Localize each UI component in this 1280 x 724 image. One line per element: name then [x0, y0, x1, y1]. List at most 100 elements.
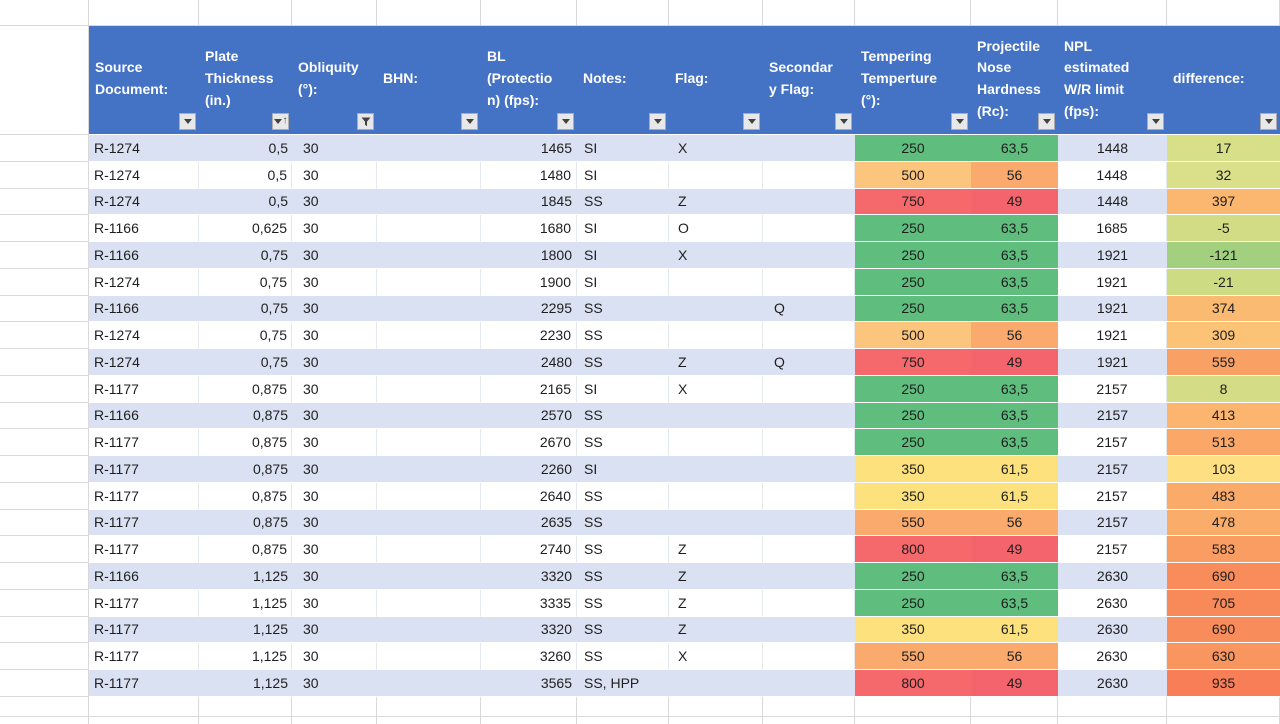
cell-secondary[interactable] [763, 375, 855, 403]
cell-notes[interactable]: SS [577, 188, 669, 216]
cell-tempering[interactable]: 250 [855, 242, 971, 269]
cell-source[interactable]: R-1274 [89, 135, 199, 162]
cell-difference[interactable]: 32 [1167, 161, 1280, 189]
cell-flag[interactable]: Z [669, 536, 763, 563]
column-header-thickness[interactable]: Plate Thickness (in.) ↑ [199, 26, 292, 135]
cell-hardness[interactable]: 63,5 [971, 589, 1058, 617]
cell-npl[interactable]: 2157 [1058, 402, 1167, 430]
cell-tempering[interactable]: 250 [855, 375, 971, 403]
cell-obliquity[interactable]: 30 [292, 509, 377, 537]
cell-hardness[interactable]: 63,5 [971, 429, 1058, 456]
cell-npl[interactable]: 1921 [1058, 268, 1167, 296]
cell-flag[interactable]: Z [669, 188, 763, 216]
cell-secondary[interactable] [763, 616, 855, 644]
cell-hardness[interactable]: 61,5 [971, 456, 1058, 483]
cell-notes[interactable]: SS [577, 616, 669, 644]
cell-difference[interactable]: 583 [1167, 536, 1280, 563]
filter-dropdown-button-notes[interactable] [649, 113, 666, 130]
cell-bhn[interactable] [377, 563, 481, 590]
cell-hardness[interactable]: 63,5 [971, 242, 1058, 269]
cell-notes[interactable]: SS [577, 509, 669, 537]
cell-secondary[interactable] [763, 509, 855, 537]
cell-bl[interactable]: 1900 [481, 268, 577, 296]
cell-tempering[interactable]: 250 [855, 268, 971, 296]
cell-obliquity[interactable]: 30 [292, 375, 377, 403]
cell-tempering[interactable]: 350 [855, 616, 971, 644]
cell-bl[interactable]: 3320 [481, 563, 577, 590]
cell-flag[interactable]: Z [669, 349, 763, 376]
cell-tempering[interactable]: 250 [855, 215, 971, 242]
cell-difference[interactable]: 413 [1167, 402, 1280, 430]
cell-obliquity[interactable]: 30 [292, 402, 377, 430]
cell-notes[interactable]: SI [577, 215, 669, 242]
cell-hardness[interactable]: 56 [971, 509, 1058, 537]
cell-hardness[interactable]: 63,5 [971, 402, 1058, 430]
cell-source[interactable]: R-1166 [89, 402, 199, 430]
cell-source[interactable]: R-1166 [89, 242, 199, 269]
cell-secondary[interactable] [763, 268, 855, 296]
cell-obliquity[interactable]: 30 [292, 643, 377, 670]
cell-secondary[interactable] [763, 643, 855, 670]
cell-obliquity[interactable]: 30 [292, 429, 377, 456]
cell-hardness[interactable]: 63,5 [971, 295, 1058, 323]
cell-bhn[interactable] [377, 482, 481, 510]
cell-thickness[interactable]: 1,125 [199, 643, 292, 670]
cell-thickness[interactable]: 1,125 [199, 589, 292, 617]
cell-source[interactable]: R-1166 [89, 295, 199, 323]
cell-secondary[interactable] [763, 429, 855, 456]
cell-notes[interactable]: SS [577, 429, 669, 456]
cell-npl[interactable]: 2157 [1058, 509, 1167, 537]
cell-obliquity[interactable]: 30 [292, 563, 377, 590]
cell-tempering[interactable]: 550 [855, 643, 971, 670]
cell-hardness[interactable]: 56 [971, 643, 1058, 670]
cell-thickness[interactable]: 0,875 [199, 536, 292, 563]
cell-thickness[interactable]: 0,75 [199, 349, 292, 376]
cell-bl[interactable]: 2260 [481, 456, 577, 483]
cell-bl[interactable]: 2480 [481, 349, 577, 376]
cell-thickness[interactable]: 0,875 [199, 482, 292, 510]
cell-difference[interactable]: 559 [1167, 349, 1280, 376]
cell-npl[interactable]: 2157 [1058, 482, 1167, 510]
cell-secondary[interactable] [763, 135, 855, 162]
cell-obliquity[interactable]: 30 [292, 589, 377, 617]
cell-hardness[interactable]: 63,5 [971, 375, 1058, 403]
cell-obliquity[interactable]: 30 [292, 268, 377, 296]
cell-source[interactable]: R-1274 [89, 188, 199, 216]
cell-bhn[interactable] [377, 589, 481, 617]
cell-flag[interactable] [669, 322, 763, 349]
cell-difference[interactable]: -5 [1167, 215, 1280, 242]
cell-source[interactable]: R-1177 [89, 643, 199, 670]
cell-npl[interactable]: 1448 [1058, 161, 1167, 189]
cell-difference[interactable]: 513 [1167, 429, 1280, 456]
cell-bhn[interactable] [377, 188, 481, 216]
cell-difference[interactable]: 374 [1167, 295, 1280, 323]
cell-bhn[interactable] [377, 670, 481, 697]
cell-hardness[interactable]: 63,5 [971, 268, 1058, 296]
cell-bl[interactable]: 2295 [481, 295, 577, 323]
cell-thickness[interactable]: 0,75 [199, 242, 292, 269]
cell-secondary[interactable] [763, 482, 855, 510]
cell-secondary[interactable] [763, 536, 855, 563]
filter-dropdown-button-npl[interactable] [1147, 113, 1164, 130]
cell-thickness[interactable]: 1,125 [199, 616, 292, 644]
cell-bhn[interactable] [377, 402, 481, 430]
cell-difference[interactable]: 397 [1167, 188, 1280, 216]
cell-bhn[interactable] [377, 456, 481, 483]
cell-hardness[interactable]: 56 [971, 161, 1058, 189]
cell-bhn[interactable] [377, 215, 481, 242]
filter-dropdown-button-source[interactable] [179, 113, 196, 130]
cell-flag[interactable] [669, 295, 763, 323]
cell-flag[interactable] [669, 429, 763, 456]
cell-bhn[interactable] [377, 536, 481, 563]
column-header-npl[interactable]: NPL estimated W/R limit (fps): [1058, 26, 1167, 135]
cell-source[interactable]: R-1177 [89, 429, 199, 456]
cell-source[interactable]: R-1177 [89, 670, 199, 697]
cell-tempering[interactable]: 550 [855, 509, 971, 537]
cell-flag[interactable]: O [669, 215, 763, 242]
cell-difference[interactable]: -121 [1167, 242, 1280, 269]
cell-thickness[interactable]: 0,5 [199, 188, 292, 216]
cell-npl[interactable]: 2630 [1058, 589, 1167, 617]
cell-secondary[interactable] [763, 563, 855, 590]
cell-thickness[interactable]: 0,875 [199, 509, 292, 537]
cell-notes[interactable]: SI [577, 135, 669, 162]
